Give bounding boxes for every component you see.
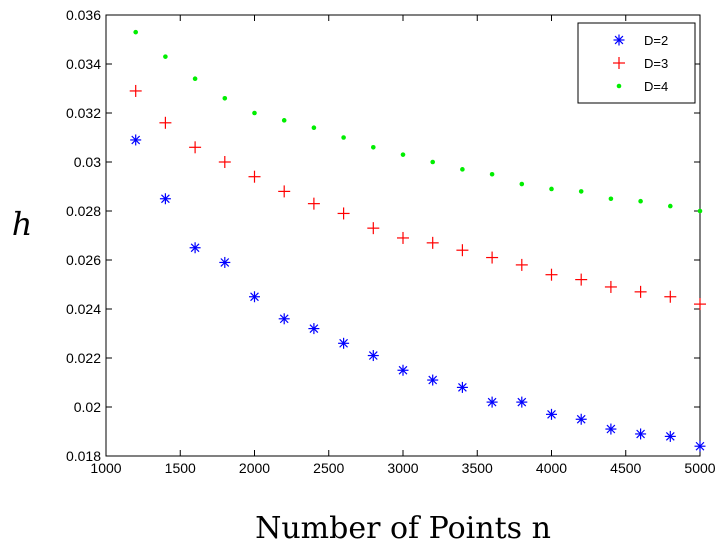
y-tick-label: 0.028 xyxy=(66,203,101,219)
data-point-d-2 xyxy=(338,337,350,349)
data-point-d-3 xyxy=(129,84,142,97)
data-point-d-2 xyxy=(516,396,528,408)
data-point-d-3 xyxy=(486,251,499,264)
y-tick-label: 0.026 xyxy=(66,252,101,268)
data-point-d-3 xyxy=(278,185,291,198)
y-tick-label: 0.022 xyxy=(66,350,101,366)
y-tick-label: 0.03 xyxy=(74,154,101,170)
data-point-d-3 xyxy=(367,222,380,235)
x-tick-label: 2000 xyxy=(239,460,270,476)
data-point-d-4 xyxy=(519,181,525,187)
x-tick-label: 2500 xyxy=(313,460,344,476)
data-point-d-4 xyxy=(489,171,495,177)
data-point-d-2 xyxy=(664,430,676,442)
data-point-d-2 xyxy=(189,242,201,254)
data-point-d-4 xyxy=(697,208,703,214)
data-point-d-2 xyxy=(605,423,617,435)
x-tick-label: 1500 xyxy=(165,460,196,476)
y-tick-label: 0.02 xyxy=(74,399,101,415)
legend-label: D=2 xyxy=(644,33,668,48)
data-point-d-3 xyxy=(545,268,558,281)
x-tick-label: 5000 xyxy=(684,460,715,476)
data-point-d-2 xyxy=(397,364,409,376)
legend-marker xyxy=(613,57,625,69)
x-tick-label: 4500 xyxy=(610,460,641,476)
data-point-d-2 xyxy=(546,408,557,420)
y-tick-label: 0.036 xyxy=(66,7,101,23)
data-point-d-2 xyxy=(278,313,290,325)
x-tick-label: 3000 xyxy=(387,460,418,476)
x-tick-label: 4000 xyxy=(536,460,567,476)
y-tick-label: 0.032 xyxy=(66,105,101,121)
x-tick-label: 1000 xyxy=(90,460,121,476)
data-point-d-3 xyxy=(248,170,261,183)
data-point-d-3 xyxy=(575,273,588,286)
legend: D=2 D=3 D=4 xyxy=(577,22,696,104)
data-point-d-3 xyxy=(694,298,706,311)
x-tick-label: 3500 xyxy=(462,460,493,476)
data-point-d-3 xyxy=(664,290,677,303)
data-point-d-2 xyxy=(130,134,142,146)
data-point-d-3 xyxy=(604,280,617,293)
x-axis-label: Number of Points n xyxy=(255,511,551,546)
axis-ticks: 1000 1500 2000 2500 3000 3500 4000 4500 5000 0.01… xyxy=(66,7,715,476)
legend-label: D=4 xyxy=(644,79,668,94)
data-point-d-3 xyxy=(189,141,202,154)
data-point-d-4 xyxy=(668,203,673,209)
legend-label: D=3 xyxy=(644,56,668,71)
data-point-d-4 xyxy=(578,189,584,194)
data-point-d-4 xyxy=(192,76,198,81)
data-point-d-2 xyxy=(219,256,231,268)
data-point-d-2 xyxy=(635,428,647,440)
data-point-d-2 xyxy=(308,323,320,335)
data-point-d-3 xyxy=(634,285,647,298)
y-tick-label: 0.024 xyxy=(66,301,101,317)
data-point-d-4 xyxy=(341,135,346,140)
data-point-d-4 xyxy=(460,167,465,172)
data-point-d-4 xyxy=(608,196,614,202)
data-marks xyxy=(129,29,706,452)
data-point-d-3 xyxy=(159,116,172,129)
data-point-d-4 xyxy=(311,125,317,130)
legend-marker xyxy=(613,34,625,46)
data-point-d-2 xyxy=(159,193,171,205)
data-point-d-2 xyxy=(427,374,439,386)
data-point-d-4 xyxy=(549,186,554,192)
data-point-d-4 xyxy=(163,54,168,59)
data-point-d-4 xyxy=(371,145,376,150)
data-point-d-4 xyxy=(252,110,257,116)
data-point-d-2 xyxy=(694,440,706,452)
data-point-d-3 xyxy=(307,197,320,210)
data-point-d-3 xyxy=(515,258,528,271)
data-point-d-4 xyxy=(222,96,228,101)
data-point-d-4 xyxy=(400,152,406,157)
data-point-d-3 xyxy=(426,236,439,249)
data-point-d-2 xyxy=(486,396,498,408)
data-point-d-2 xyxy=(575,413,587,425)
data-point-d-3 xyxy=(397,231,409,244)
data-point-d-3 xyxy=(218,156,231,168)
data-point-d-2 xyxy=(249,291,260,303)
legend-marker xyxy=(616,83,622,89)
legend-box xyxy=(577,22,696,104)
y-tick-label: 0.034 xyxy=(66,56,101,72)
data-point-d-4 xyxy=(281,118,287,123)
data-point-d-3 xyxy=(456,244,469,257)
data-point-d-2 xyxy=(367,350,379,362)
data-point-d-2 xyxy=(456,381,468,393)
data-point-d-3 xyxy=(337,207,350,220)
y-axis-label: h xyxy=(12,205,33,243)
data-point-d-4 xyxy=(133,29,138,35)
y-tick-label: 0.018 xyxy=(66,448,101,464)
data-point-d-4 xyxy=(430,159,436,165)
data-point-d-4 xyxy=(638,198,643,204)
